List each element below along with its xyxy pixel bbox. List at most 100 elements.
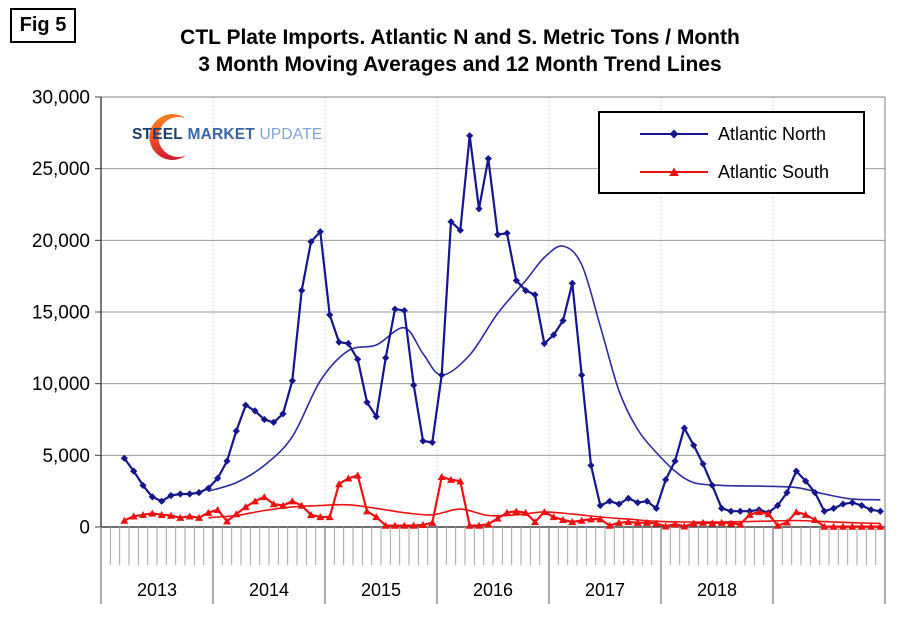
data-point-marker	[242, 401, 250, 409]
data-point-marker	[559, 317, 567, 325]
data-point-marker	[475, 205, 483, 213]
data-point-marker	[129, 512, 138, 520]
data-point-marker	[363, 398, 371, 406]
data-point-marker	[363, 507, 371, 515]
data-point-marker	[708, 481, 716, 490]
data-point-marker	[428, 438, 436, 447]
data-point-marker	[690, 441, 698, 449]
y-axis-label: 30,000	[32, 88, 90, 109]
data-point-marker	[493, 514, 502, 522]
data-point-marker	[801, 510, 810, 518]
data-point-marker	[326, 311, 334, 319]
data-point-marker	[643, 497, 651, 505]
data-point-marker	[820, 522, 829, 530]
data-point-marker	[158, 497, 166, 505]
data-point-marker	[260, 415, 268, 424]
data-point-marker	[176, 513, 185, 521]
y-axis-label: 10,000	[32, 374, 90, 395]
data-point-marker	[120, 454, 128, 462]
data-point-marker	[643, 518, 651, 526]
data-point-marker	[839, 522, 847, 530]
data-point-marker	[652, 504, 660, 512]
data-point-marker	[428, 518, 437, 526]
data-point-marker	[316, 228, 324, 236]
data-point-marker	[344, 474, 353, 482]
data-point-marker	[120, 516, 129, 524]
data-point-marker	[699, 518, 707, 526]
data-point-marker	[550, 331, 558, 339]
data-point-marker	[456, 226, 464, 234]
data-point-marker	[223, 517, 231, 525]
data-point-marker	[811, 489, 819, 497]
data-point-marker	[708, 519, 717, 527]
data-point-marker	[139, 511, 147, 519]
data-point-marker	[606, 497, 614, 505]
data-point-marker	[568, 518, 577, 526]
data-point-marker	[270, 418, 278, 426]
x-axis-year-label-2014: 2014	[249, 580, 289, 600]
data-point-marker	[596, 515, 605, 523]
data-point-marker	[736, 507, 744, 515]
data-point-marker	[820, 507, 828, 515]
chart-title: CTL Plate Imports. Atlantic N and S. Met…	[0, 24, 910, 78]
data-point-marker	[811, 516, 819, 524]
data-point-marker	[718, 504, 726, 512]
data-point-marker	[335, 480, 343, 488]
y-axis-label: 5,000	[42, 446, 90, 467]
data-point-marker	[848, 499, 856, 507]
data-point-marker	[662, 476, 670, 484]
data-point-marker	[634, 499, 642, 507]
data-point-marker	[857, 522, 866, 530]
data-point-marker	[783, 489, 791, 497]
data-point-marker	[354, 355, 362, 363]
data-point-marker	[232, 427, 240, 435]
data-point-marker	[372, 413, 380, 421]
data-point-marker	[353, 471, 362, 479]
data-point-marker	[680, 424, 688, 432]
data-point-marker	[727, 507, 735, 515]
data-point-marker	[204, 484, 212, 492]
y-axis-label: 20,000	[32, 231, 90, 252]
data-point-marker	[876, 507, 884, 515]
atlantic-north-12-month-trend	[208, 245, 881, 501]
data-point-marker	[456, 477, 465, 485]
data-point-marker	[344, 339, 352, 348]
data-point-marker	[522, 286, 530, 295]
data-point-marker	[745, 510, 754, 518]
data-point-marker	[783, 518, 791, 526]
data-point-marker	[298, 286, 306, 295]
data-point-marker	[185, 512, 194, 520]
data-point-marker	[232, 510, 241, 518]
data-point-marker	[307, 511, 315, 519]
data-point-marker	[391, 305, 399, 313]
data-point-marker	[167, 491, 175, 500]
data-point-marker	[531, 291, 539, 299]
data-point-marker	[325, 513, 334, 521]
x-axis-year-label-2015: 2015	[361, 580, 401, 600]
atlantic-south-line-sample-icon	[640, 167, 708, 176]
data-point-marker	[195, 489, 203, 497]
data-point-marker	[792, 508, 801, 516]
data-point-marker	[381, 521, 390, 529]
data-point-marker	[839, 500, 847, 508]
data-point-marker	[605, 521, 614, 529]
data-point-marker	[587, 461, 595, 469]
data-point-marker	[596, 501, 604, 510]
legend-label-atlantic-north: Atlantic North	[718, 123, 827, 144]
atlantic-north-markers	[120, 132, 884, 517]
data-point-marker	[316, 513, 325, 521]
data-point-marker	[764, 510, 773, 518]
data-point-marker	[400, 521, 409, 529]
atlantic-south-12-month-trend	[208, 503, 881, 525]
data-point-marker	[755, 508, 763, 516]
data-point-marker	[615, 518, 623, 526]
data-point-marker	[195, 513, 203, 521]
data-point-marker	[858, 501, 866, 510]
x-axis-year-label-2017: 2017	[585, 580, 625, 600]
legend-item-atlantic-south: Atlantic South	[600, 155, 863, 189]
data-point-marker	[680, 522, 689, 530]
data-point-marker	[167, 511, 175, 519]
data-point-marker	[419, 521, 427, 529]
legend: Atlantic North Atlantic South	[598, 111, 865, 194]
